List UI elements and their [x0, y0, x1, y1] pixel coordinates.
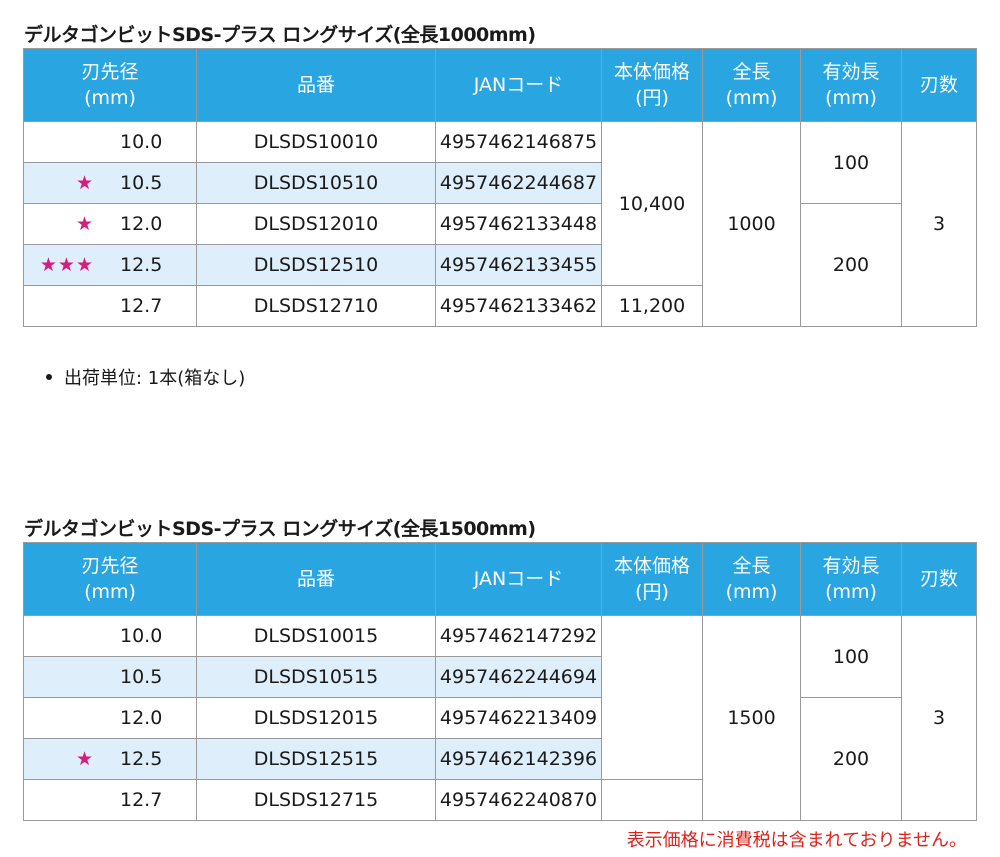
table-row: 10.0 DLSDS10015 4957462147292 1500 100 3: [23, 615, 977, 821]
table-header-row: 刃先径 (mm) 品番 JANコード 本体価格 (円) 全長 (mm) 有効長 (mm)…: [23, 48, 977, 122]
header-diameter: 刃先径 (mm): [23, 542, 197, 616]
header-jan-code: JANコード: [435, 48, 602, 122]
part-number-cell: DLSDS12710: [196, 285, 436, 327]
table-row: ★★★ 12.5 DLSDS12510 4957462133455: [23, 244, 977, 286]
effective-length-cell: 200: [800, 697, 902, 821]
table-row: 12.0 DLSDS12015 4957462213409 200: [23, 697, 977, 821]
effective-length-cell: 100: [800, 615, 902, 698]
spec-table-1000: 刃先径 (mm) 品番 JANコード 本体価格 (円) 全長 (mm) 有効長 (mm)…: [23, 48, 977, 327]
shipping-unit-note: 出荷単位: 1本(箱なし): [46, 364, 245, 390]
header-part-number: 品番: [196, 542, 436, 616]
jan-code-cell: 4957462133455: [435, 244, 602, 286]
header-price: 本体価格 (円): [601, 48, 703, 122]
diameter-cell: 10.5: [23, 656, 197, 698]
part-number-cell: DLSDS10510: [196, 162, 436, 204]
table-row: 12.7 DLSDS12710 4957462133462 11,200: [23, 285, 977, 327]
jan-code-cell: 4957462142396: [435, 738, 602, 780]
price-cell: 11,200: [601, 285, 703, 327]
part-number-cell: DLSDS12515: [196, 738, 436, 780]
jan-code-cell: 4957462133462: [435, 285, 602, 327]
jan-code-cell: 4957462213409: [435, 697, 602, 739]
table-row: ★ 10.5 DLSDS10510 4957462244687: [23, 162, 977, 204]
recommend-star-icon: ★: [75, 172, 94, 194]
part-number-cell: DLSDS10015: [196, 615, 436, 657]
bullet-icon: [46, 374, 52, 380]
header-blade-count: 刃数: [901, 542, 977, 616]
diameter-cell: 10.0: [23, 121, 197, 163]
effective-length-cell: 200: [800, 203, 902, 327]
diameter-cell: ★ 10.5: [23, 162, 197, 204]
header-total-length: 全長 (mm): [702, 48, 801, 122]
section-title-1500: デルタゴンビットSDS-プラス ロングサイズ(全長1500mm): [24, 518, 536, 540]
jan-code-cell: 4957462133448: [435, 203, 602, 245]
header-total-length: 全長 (mm): [702, 542, 801, 616]
recommend-star-icon: ★: [75, 748, 94, 770]
tax-exclusion-note: 表示価格に消費税は含まれておりません。: [626, 830, 967, 851]
table-row: ★ 12.0 DLSDS12010 4957462133448 200: [23, 203, 977, 327]
jan-code-cell: 4957462244687: [435, 162, 602, 204]
diameter-cell: ★ 12.5: [23, 738, 197, 780]
total-length-cell: 1500: [702, 615, 801, 821]
effective-length-cell: 100: [800, 121, 902, 204]
header-effective-length: 有効長 (mm): [800, 542, 902, 616]
diameter-cell: 10.0: [23, 615, 197, 657]
header-diameter: 刃先径 (mm): [23, 48, 197, 122]
table-header-row: 刃先径 (mm) 品番 JANコード 本体価格 (円) 全長 (mm) 有効長 (mm)…: [23, 542, 977, 616]
diameter-cell: ★ 12.0: [23, 203, 197, 245]
total-length-cell: 1000: [702, 121, 801, 327]
diameter-cell: 12.7: [23, 779, 197, 821]
part-number-cell: DLSDS10010: [196, 121, 436, 163]
part-number-cell: DLSDS10515: [196, 656, 436, 698]
header-part-number: 品番: [196, 48, 436, 122]
price-cell: [601, 779, 703, 821]
table-row: 12.7 DLSDS12715 4957462240870: [23, 779, 977, 821]
jan-code-cell: 4957462244694: [435, 656, 602, 698]
part-number-cell: DLSDS12715: [196, 779, 436, 821]
recommend-star-icon: ★★★: [39, 254, 94, 276]
jan-code-cell: 4957462240870: [435, 779, 602, 821]
jan-code-cell: 4957462146875: [435, 121, 602, 163]
price-cell: [601, 615, 703, 780]
section-title-1000: デルタゴンビットSDS-プラス ロングサイズ(全長1000mm): [24, 24, 536, 46]
part-number-cell: DLSDS12015: [196, 697, 436, 739]
blade-count-cell: 3: [901, 615, 977, 821]
diameter-cell: ★★★ 12.5: [23, 244, 197, 286]
table-row: 10.0 DLSDS10010 4957462146875 10,400 100…: [23, 121, 977, 327]
header-blade-count: 刃数: [901, 48, 977, 122]
blade-count-cell: 3: [901, 121, 977, 327]
diameter-cell: 12.0: [23, 697, 197, 739]
header-price: 本体価格 (円): [601, 542, 703, 616]
header-effective-length: 有効長 (mm): [800, 48, 902, 122]
price-cell: 10,400: [601, 121, 703, 286]
table-row: ★ 12.5 DLSDS12515 4957462142396: [23, 738, 977, 780]
diameter-cell: 12.7: [23, 285, 197, 327]
recommend-star-icon: ★: [75, 213, 94, 235]
header-jan-code: JANコード: [435, 542, 602, 616]
jan-code-cell: 4957462147292: [435, 615, 602, 657]
spec-table-1500: 刃先径 (mm) 品番 JANコード 本体価格 (円) 全長 (mm) 有効長 (mm)…: [23, 542, 977, 821]
part-number-cell: DLSDS12510: [196, 244, 436, 286]
part-number-cell: DLSDS12010: [196, 203, 436, 245]
